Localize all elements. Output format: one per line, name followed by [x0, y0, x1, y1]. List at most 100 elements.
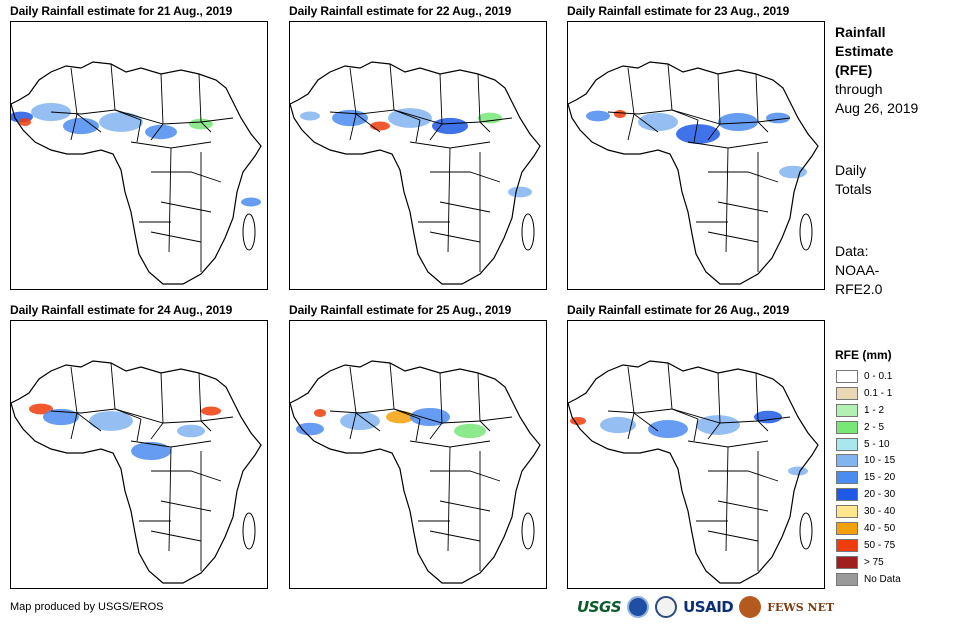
- country-border: [70, 412, 78, 440]
- country-border: [708, 171, 779, 183]
- rainfall-area: [241, 197, 261, 207]
- africa-map-6: [568, 360, 819, 584]
- rainfall-area: [370, 121, 390, 131]
- legend-swatch: [836, 572, 858, 586]
- madagascar-outline: [521, 213, 535, 251]
- legend-swatch: [836, 538, 858, 552]
- legend-item: 15 - 20: [836, 469, 901, 486]
- africa-map-2: [290, 61, 541, 285]
- legend-swatch: [836, 488, 858, 502]
- africa-coastline: [568, 61, 819, 285]
- country-border: [160, 201, 212, 213]
- madagascar-outline: [799, 213, 813, 251]
- legend-label: 0.1 - 1: [864, 387, 893, 399]
- country-border: [50, 109, 234, 125]
- footer-credit: Map produced by USGS/EROS: [10, 601, 164, 613]
- map-panel-2: [289, 21, 547, 290]
- legend-swatch: [836, 505, 858, 519]
- country-border: [447, 446, 451, 552]
- country-border: [430, 171, 501, 183]
- rainfall-area: [99, 112, 143, 132]
- rainfall-area: [177, 424, 205, 438]
- rainfall-area: [386, 410, 414, 424]
- side-through: through: [835, 81, 883, 97]
- country-border: [725, 446, 729, 552]
- africa-map-1: [11, 61, 262, 285]
- country-border: [707, 231, 759, 243]
- rainfall-area: [300, 111, 320, 121]
- legend-item: No Data: [836, 571, 901, 588]
- noaa-logo-icon: [627, 596, 650, 618]
- rainfall-area: [638, 113, 678, 131]
- country-border: [430, 470, 501, 482]
- rainfall-area: [454, 423, 486, 439]
- country-border: [447, 147, 451, 253]
- country-border: [607, 109, 791, 125]
- rainfall-area: [788, 466, 808, 476]
- legend-label: > 75: [864, 556, 884, 568]
- legend-swatch: [836, 403, 858, 417]
- panel-title-4: Daily Rainfall estimate for 24 Aug., 201…: [10, 303, 233, 317]
- country-border: [349, 113, 357, 141]
- madagascar-outline: [521, 512, 535, 550]
- rainfall-area: [314, 409, 326, 417]
- africa-landmass: [11, 361, 261, 583]
- country-border: [415, 418, 421, 442]
- africa-coastline: [568, 360, 819, 584]
- africa-landmass: [290, 62, 540, 284]
- panel-title-6: Daily Rainfall estimate for 26 Aug., 201…: [567, 303, 790, 317]
- legend-label: 15 - 20: [864, 472, 896, 484]
- rainfall-area: [586, 110, 610, 122]
- rainfall-area: [478, 112, 502, 124]
- legend-swatch: [836, 437, 858, 451]
- usaid-logo: USAID: [683, 598, 734, 616]
- side-data-line1: Data:: [835, 243, 869, 259]
- africa-landmass: [568, 62, 818, 284]
- country-border: [168, 446, 172, 552]
- side-data-line3: RFE2.0: [835, 281, 883, 297]
- country-border: [439, 201, 491, 213]
- legend-item: 40 - 50: [836, 520, 901, 537]
- side-data-source: Data: NOAA- RFE2.0: [835, 242, 882, 299]
- legend-title: RFE (mm): [835, 348, 892, 362]
- country-border: [725, 147, 729, 253]
- country-border: [70, 113, 78, 141]
- africa-landmass: [290, 361, 540, 583]
- rainfall-area: [340, 412, 380, 430]
- legend-swatch: [836, 420, 858, 434]
- legend-item: 10 - 15: [836, 452, 901, 469]
- legend-swatch: [836, 555, 858, 569]
- side-daily-line2: Totals: [835, 181, 872, 197]
- rainfall-area: [296, 422, 324, 436]
- africa-map-5: [290, 360, 541, 584]
- country-border: [429, 231, 481, 243]
- country-border: [349, 412, 357, 440]
- rainfall-area: [614, 110, 626, 118]
- side-title-line2: Estimate: [835, 43, 894, 59]
- country-border: [136, 119, 142, 143]
- side-daily-line1: Daily: [835, 162, 867, 178]
- country-border: [607, 408, 791, 424]
- africa-landmass: [568, 361, 818, 583]
- rainfall-area: [508, 186, 532, 198]
- side-daily: Daily Totals: [835, 161, 872, 199]
- africa-coastline: [11, 61, 262, 285]
- rainfall-area: [29, 403, 53, 415]
- rainfall-area: [131, 442, 171, 460]
- panel-title-3: Daily Rainfall estimate for 23 Aug., 201…: [567, 4, 790, 18]
- map-panel-3: [567, 21, 825, 290]
- legend-item: 30 - 40: [836, 503, 901, 520]
- rainfall-area: [201, 406, 221, 416]
- country-border: [717, 201, 769, 213]
- country-border: [168, 147, 172, 253]
- rainfall-area: [648, 420, 688, 438]
- fews-net-logo: FEWS NET: [767, 600, 835, 614]
- rainfall-area: [754, 410, 782, 424]
- map-panel-6: [567, 320, 825, 589]
- country-border: [439, 500, 491, 512]
- country-border: [160, 500, 212, 512]
- legend-label: 10 - 15: [864, 455, 896, 467]
- country-border: [627, 412, 635, 440]
- legend-label: 40 - 50: [864, 522, 896, 534]
- legend-label: 20 - 30: [864, 489, 896, 501]
